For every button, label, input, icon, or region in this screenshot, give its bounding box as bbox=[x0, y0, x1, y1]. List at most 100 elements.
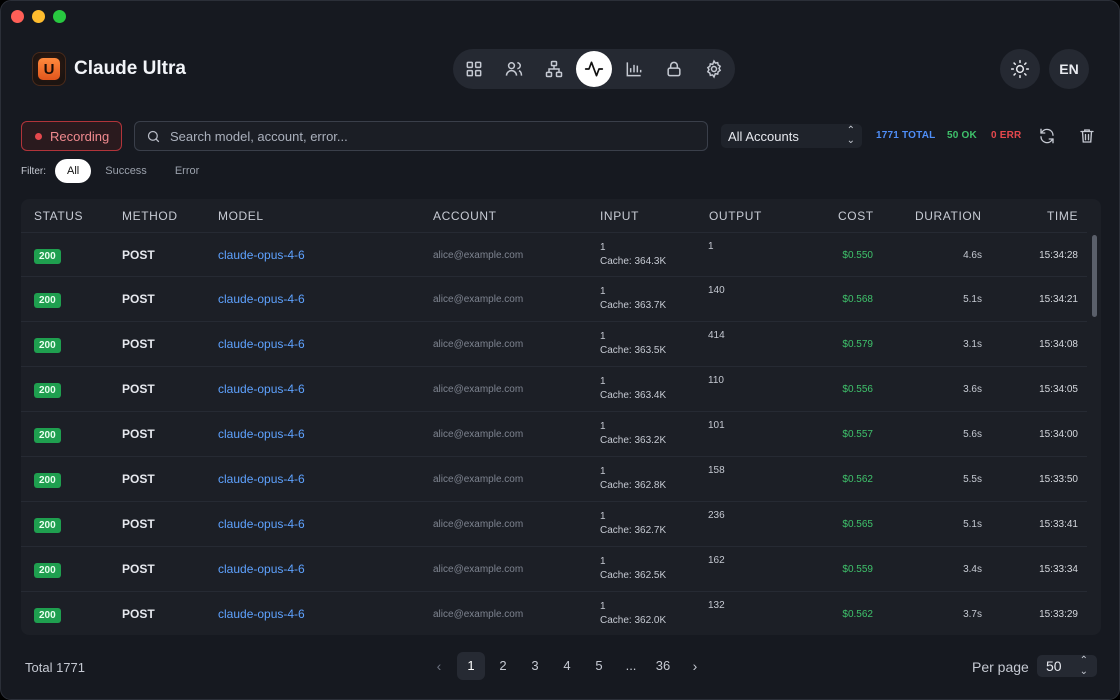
recording-label: Recording bbox=[50, 128, 110, 144]
table-row[interactable]: 200 POST claude-opus-4-6 alice@example.com 1… bbox=[21, 547, 1087, 592]
column-time[interactable]: TIME bbox=[1047, 209, 1079, 223]
prev-page-button[interactable]: ‹ bbox=[436, 658, 442, 674]
nav-dashboard[interactable] bbox=[456, 51, 492, 87]
table-row[interactable]: 200 POST claude-opus-4-6 alice@example.com 1… bbox=[21, 457, 1087, 502]
cost-cell: $0.559 bbox=[842, 564, 873, 575]
table-row[interactable]: 200 POST claude-opus-4-6 alice@example.com 1… bbox=[21, 367, 1087, 412]
account-cell: alice@example.com bbox=[433, 564, 524, 575]
minimize-window-button[interactable] bbox=[32, 10, 45, 23]
input-tokens: 1 bbox=[600, 242, 606, 253]
column-status[interactable]: STATUS bbox=[34, 209, 84, 223]
close-window-button[interactable] bbox=[11, 10, 24, 23]
column-account[interactable]: ACCOUNT bbox=[433, 209, 497, 223]
output-cell: 158 bbox=[708, 465, 725, 476]
model-link[interactable]: claude-opus-4-6 bbox=[218, 292, 305, 306]
input-cell: 1 Cache: 362.8K bbox=[600, 465, 666, 493]
per-page-select[interactable]: 50 ⌃ ⌄ bbox=[1037, 655, 1097, 677]
clear-logs-button[interactable] bbox=[1078, 127, 1096, 145]
filter-error[interactable]: Error bbox=[174, 165, 200, 177]
cache-tokens: Cache: 363.5K bbox=[600, 345, 667, 356]
table-row[interactable]: 200 POST claude-opus-4-6 alice@example.com 1… bbox=[21, 322, 1087, 367]
model-link[interactable]: claude-opus-4-6 bbox=[218, 382, 305, 396]
status-badge: 200 bbox=[34, 383, 61, 398]
nav-activity[interactable] bbox=[576, 51, 612, 87]
column-output[interactable]: OUTPUT bbox=[709, 209, 762, 223]
output-cell: 132 bbox=[708, 600, 725, 611]
column-input[interactable]: INPUT bbox=[600, 209, 639, 223]
hierarchy-icon bbox=[545, 60, 563, 78]
nav-users[interactable] bbox=[496, 51, 532, 87]
filter-success[interactable]: Success bbox=[105, 165, 147, 177]
page-2-button[interactable]: 2 bbox=[499, 658, 507, 673]
method-cell: POST bbox=[122, 382, 155, 396]
column-method[interactable]: METHOD bbox=[122, 209, 178, 223]
language-button[interactable]: EN bbox=[1049, 49, 1089, 89]
time-cell: 15:34:08 bbox=[1039, 339, 1078, 350]
table-row[interactable]: 200 POST claude-opus-4-6 alice@example.com 1… bbox=[21, 412, 1087, 457]
account-cell: alice@example.com bbox=[433, 384, 524, 395]
nav-settings[interactable] bbox=[696, 51, 732, 87]
status-badge: 200 bbox=[34, 608, 61, 623]
filter-all[interactable]: All bbox=[55, 159, 92, 183]
duration-cell: 3.4s bbox=[963, 564, 982, 575]
account-cell: alice@example.com bbox=[433, 429, 524, 440]
table-row[interactable]: 200 POST claude-opus-4-6 alice@example.com 1… bbox=[21, 277, 1087, 322]
method-cell: POST bbox=[122, 472, 155, 486]
input-tokens: 1 bbox=[600, 421, 606, 432]
table-row[interactable]: 200 POST claude-opus-4-6 alice@example.com 1… bbox=[21, 502, 1087, 547]
model-link[interactable]: claude-opus-4-6 bbox=[218, 337, 305, 351]
search-box bbox=[134, 121, 708, 151]
output-cell: 162 bbox=[708, 555, 725, 566]
table-scrollbar[interactable] bbox=[1092, 235, 1097, 317]
refresh-button[interactable] bbox=[1038, 127, 1056, 145]
page-5-button[interactable]: 5 bbox=[595, 658, 603, 673]
cache-tokens: Cache: 363.7K bbox=[600, 300, 667, 311]
cost-cell: $0.557 bbox=[842, 429, 873, 440]
input-tokens: 1 bbox=[600, 331, 606, 342]
search-icon bbox=[147, 130, 160, 142]
per-page-value: 50 bbox=[1046, 658, 1062, 674]
model-link[interactable]: claude-opus-4-6 bbox=[218, 427, 305, 441]
maximize-window-button[interactable] bbox=[53, 10, 66, 23]
refresh-icon bbox=[1040, 128, 1054, 144]
time-cell: 15:33:34 bbox=[1039, 564, 1078, 575]
cache-tokens: Cache: 362.8K bbox=[600, 480, 667, 491]
column-cost[interactable]: COST bbox=[838, 209, 874, 223]
column-duration[interactable]: DURATION bbox=[915, 209, 982, 223]
nav-security[interactable] bbox=[656, 51, 692, 87]
column-model[interactable]: MODEL bbox=[218, 209, 264, 223]
time-cell: 15:33:41 bbox=[1039, 519, 1078, 530]
input-tokens: 1 bbox=[600, 511, 606, 522]
page-36-button[interactable]: 36 bbox=[655, 658, 671, 673]
account-cell: alice@example.com bbox=[433, 339, 524, 350]
status-badge: 200 bbox=[34, 563, 61, 578]
next-page-button[interactable]: › bbox=[692, 658, 698, 674]
nav-hierarchy[interactable] bbox=[536, 51, 572, 87]
input-tokens: 1 bbox=[600, 466, 606, 477]
account-cell: alice@example.com bbox=[433, 250, 524, 261]
sun-icon bbox=[1010, 59, 1030, 79]
users-icon bbox=[505, 62, 523, 76]
filter-label: Filter: bbox=[21, 165, 46, 177]
model-link[interactable]: claude-opus-4-6 bbox=[218, 472, 305, 486]
chevron-updown-icon: ⌃ ⌄ bbox=[1079, 655, 1088, 677]
model-link[interactable]: claude-opus-4-6 bbox=[218, 607, 305, 621]
account-select[interactable]: All Accounts ⌃ ⌄ bbox=[721, 124, 862, 148]
table-row[interactable]: 200 POST claude-opus-4-6 alice@example.com 1… bbox=[21, 232, 1087, 277]
search-input[interactable] bbox=[170, 128, 690, 144]
table-row[interactable]: 200 POST claude-opus-4-6 alice@example.com 1… bbox=[21, 592, 1087, 635]
time-cell: 15:34:05 bbox=[1039, 384, 1078, 395]
model-link[interactable]: claude-opus-4-6 bbox=[218, 517, 305, 531]
status-filter: Filter: All Success Error bbox=[21, 159, 213, 183]
table-body: 200 POST claude-opus-4-6 alice@example.com 1… bbox=[21, 232, 1087, 635]
page-4-button[interactable]: 4 bbox=[563, 658, 571, 673]
page-3-button[interactable]: 3 bbox=[531, 658, 539, 673]
theme-toggle-button[interactable] bbox=[1000, 49, 1040, 89]
model-link[interactable]: claude-opus-4-6 bbox=[218, 562, 305, 576]
recording-button[interactable]: Recording bbox=[21, 121, 122, 151]
nav-analytics[interactable] bbox=[616, 51, 652, 87]
page-1-button[interactable]: 1 bbox=[457, 652, 485, 680]
bar-chart-icon bbox=[626, 62, 642, 77]
model-link[interactable]: claude-opus-4-6 bbox=[218, 248, 305, 262]
